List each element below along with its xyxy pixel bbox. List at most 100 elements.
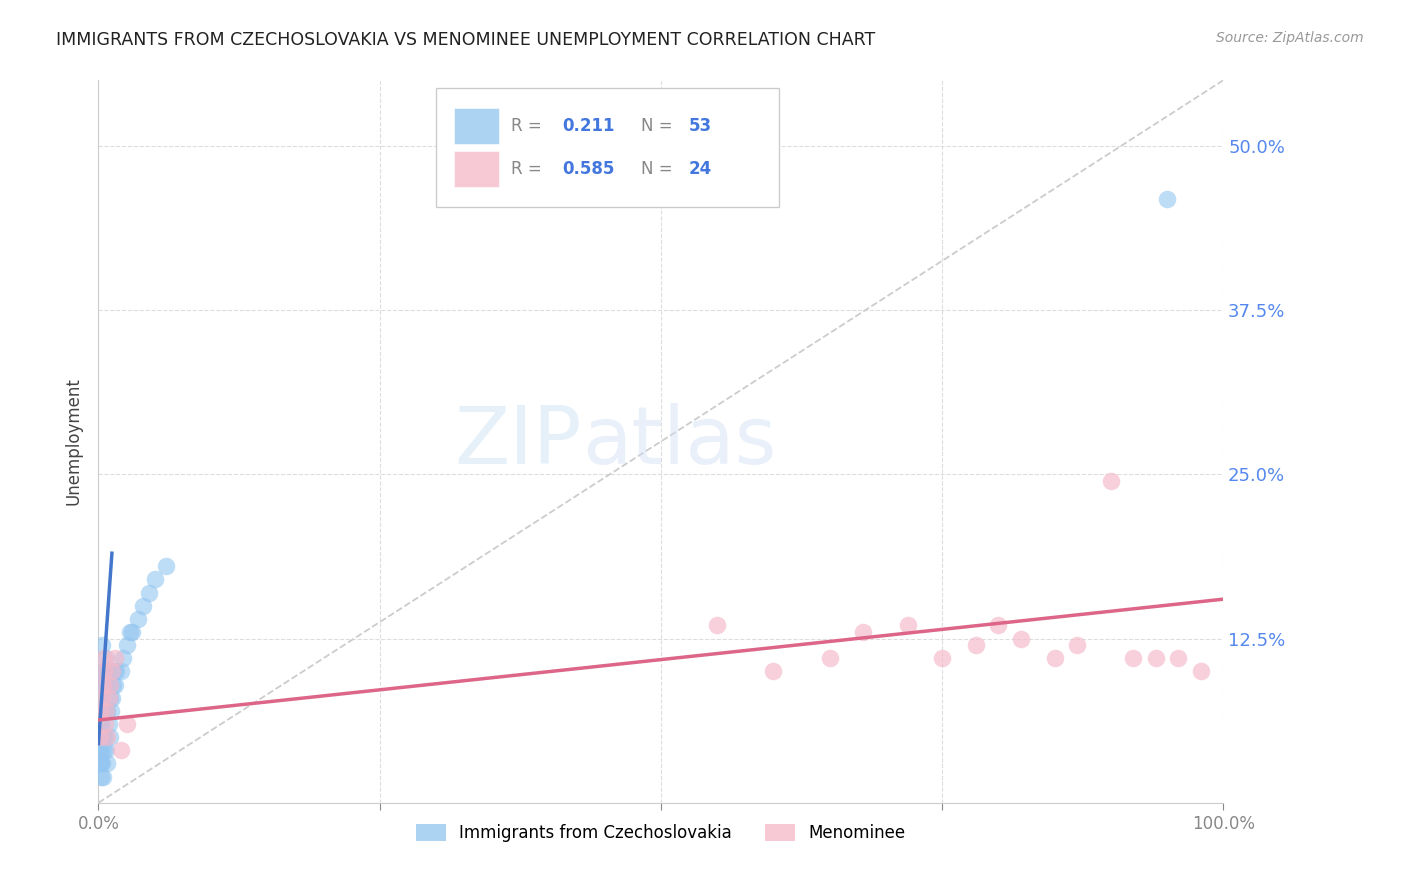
Point [110, 743, 132, 757]
Point [96, 651, 118, 665]
Point [89, 704, 111, 718]
Point [89, 677, 111, 691]
Text: 53: 53 [689, 117, 711, 135]
Point [96, 665, 118, 679]
Point [90, 756, 112, 771]
Point [987, 618, 1010, 632]
Point [89, 756, 111, 771]
Point [1144, 651, 1167, 665]
Point [94, 730, 117, 744]
Point [98, 677, 121, 691]
Point [897, 618, 920, 632]
Point [762, 665, 785, 679]
Text: 0.585: 0.585 [562, 161, 614, 178]
Text: Source: ZipAtlas.com: Source: ZipAtlas.com [1216, 31, 1364, 45]
Point [127, 612, 149, 626]
Text: 24: 24 [689, 161, 713, 178]
Point [90, 677, 112, 691]
Point [96, 743, 118, 757]
Point [97, 677, 120, 691]
Point [89, 730, 111, 744]
Point [100, 704, 122, 718]
Text: R =: R = [512, 117, 547, 135]
Point [90, 638, 112, 652]
Point [818, 651, 841, 665]
Point [104, 677, 127, 691]
Point [90, 756, 112, 771]
Point [1099, 474, 1122, 488]
Point [91, 677, 114, 691]
Point [965, 638, 987, 652]
Point [1189, 665, 1212, 679]
Point [1010, 632, 1032, 646]
FancyBboxPatch shape [436, 87, 779, 207]
Point [103, 665, 125, 679]
Point [90, 690, 112, 705]
Point [98, 690, 121, 705]
Point [101, 665, 124, 679]
Point [96, 704, 118, 718]
Text: ZIP: ZIP [454, 402, 582, 481]
Point [91, 665, 114, 679]
Point [91, 730, 114, 744]
Point [706, 618, 728, 632]
Text: IMMIGRANTS FROM CZECHOSLOVAKIA VS MENOMINEE UNEMPLOYMENT CORRELATION CHART: IMMIGRANTS FROM CZECHOSLOVAKIA VS MENOMI… [56, 31, 876, 49]
Point [90, 704, 112, 718]
Point [110, 665, 132, 679]
Point [93, 704, 115, 718]
Point [90, 730, 112, 744]
Point [101, 690, 124, 705]
Point [96, 730, 118, 744]
Point [1066, 638, 1088, 652]
Point [931, 651, 953, 665]
Point [90, 690, 112, 705]
Text: N =: N = [641, 161, 678, 178]
Point [90, 743, 112, 757]
Point [90, 730, 112, 744]
Point [98, 730, 121, 744]
Point [96, 756, 118, 771]
Point [93, 665, 115, 679]
Y-axis label: Unemployment: Unemployment [65, 377, 83, 506]
Point [1156, 192, 1178, 206]
Point [90, 770, 112, 784]
Point [87, 730, 110, 744]
Point [143, 573, 166, 587]
Text: atlas: atlas [582, 402, 776, 481]
Point [104, 651, 127, 665]
Point [91, 770, 114, 784]
Point [94, 717, 117, 731]
Point [105, 665, 128, 679]
Point [89, 730, 111, 744]
Point [96, 704, 118, 718]
Point [121, 625, 143, 640]
Text: 0.211: 0.211 [562, 117, 614, 135]
Point [101, 677, 124, 691]
Point [97, 690, 120, 705]
Point [89, 717, 111, 731]
Point [115, 638, 138, 652]
Point [138, 585, 160, 599]
Point [94, 677, 117, 691]
Text: R =: R = [512, 161, 547, 178]
Point [112, 651, 135, 665]
Point [97, 717, 120, 731]
Point [1167, 651, 1189, 665]
Point [155, 559, 177, 574]
Legend: Immigrants from Czechoslovakia, Menominee: Immigrants from Czechoslovakia, Menomine… [409, 817, 912, 848]
Point [1122, 651, 1144, 665]
Point [96, 704, 118, 718]
Point [93, 651, 115, 665]
Point [90, 717, 112, 731]
FancyBboxPatch shape [454, 108, 499, 144]
Point [93, 743, 115, 757]
Point [1043, 651, 1066, 665]
Point [89, 690, 111, 705]
Point [93, 665, 115, 679]
FancyBboxPatch shape [454, 151, 499, 187]
Point [115, 717, 138, 731]
Point [89, 743, 111, 757]
Point [852, 625, 875, 640]
Point [118, 625, 141, 640]
Text: N =: N = [641, 117, 678, 135]
